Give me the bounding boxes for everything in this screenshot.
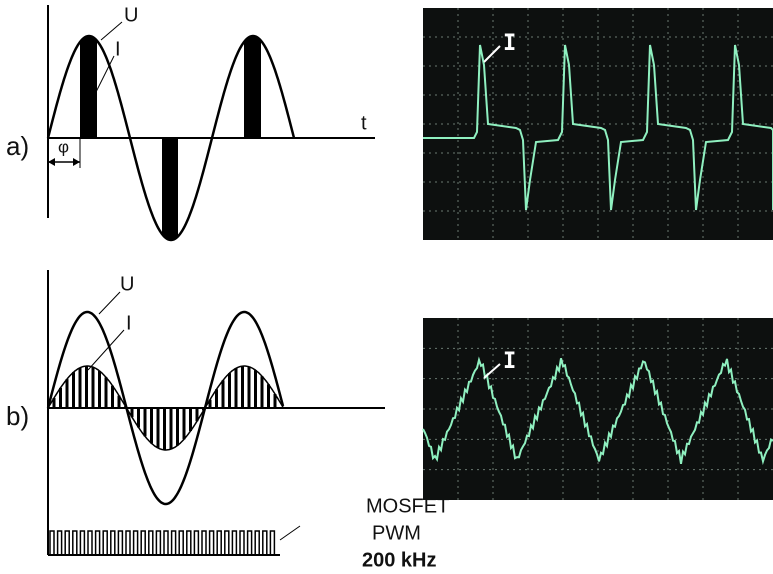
pwm-pulse <box>187 531 191 555</box>
u-label: U <box>124 4 138 26</box>
pwm-pulse <box>217 531 221 555</box>
u-leader <box>99 292 120 314</box>
pwm-pulse <box>172 531 176 555</box>
pwm-pulse <box>149 531 153 555</box>
t-label: t <box>361 112 367 134</box>
pwm-pulse <box>80 531 84 555</box>
pwm-pulse <box>65 531 69 555</box>
pwm-pulse <box>118 531 122 555</box>
pwm-pulse <box>263 531 267 555</box>
pwm-pulse <box>248 531 252 555</box>
pwm-pulse <box>179 531 183 555</box>
pwm-pulse <box>255 531 259 555</box>
pwm-pulse <box>141 531 145 555</box>
pwm-pulse <box>164 531 168 555</box>
u-label: U <box>120 273 134 295</box>
pwm-pulse <box>225 531 229 555</box>
pwm-leader <box>280 526 300 540</box>
phi-label: φ <box>58 137 69 156</box>
pwm-pulse <box>103 531 107 555</box>
pwm-pulse <box>50 531 54 555</box>
i-label: I <box>126 312 132 334</box>
pwm-pulse <box>156 531 160 555</box>
scope-label: I <box>503 349 516 374</box>
pwm-pulse <box>202 531 206 555</box>
pwm-pulse <box>134 531 138 555</box>
panel-b-waves <box>48 312 283 555</box>
panel-label: a) <box>6 131 29 161</box>
pwm-pulse <box>111 531 115 555</box>
panel-a-waves <box>48 36 294 240</box>
pwm-pulse <box>270 531 274 555</box>
pwm-text: 200 kHz <box>362 549 437 571</box>
scope-label: I <box>503 31 516 56</box>
panel-label: b) <box>6 401 29 431</box>
pwm-pulse <box>126 531 130 555</box>
pwm-pulse <box>73 531 77 555</box>
pwm-pulse <box>96 531 100 555</box>
current-pulse <box>162 138 178 240</box>
pwm-text: PWM <box>372 522 421 544</box>
current-pulse <box>244 36 261 138</box>
pwm-pulse <box>88 531 92 555</box>
pwm-pulse <box>240 531 244 555</box>
pwm-pulse <box>58 531 62 555</box>
pwm-pulse <box>194 531 198 555</box>
current-pulse <box>80 36 97 138</box>
figure: a) U I t φ I b) U I MOSFET PWM 200 kHz I <box>0 0 773 574</box>
pwm-pulse <box>232 531 236 555</box>
i-label: I <box>115 38 121 60</box>
pwm-pulse <box>210 531 214 555</box>
